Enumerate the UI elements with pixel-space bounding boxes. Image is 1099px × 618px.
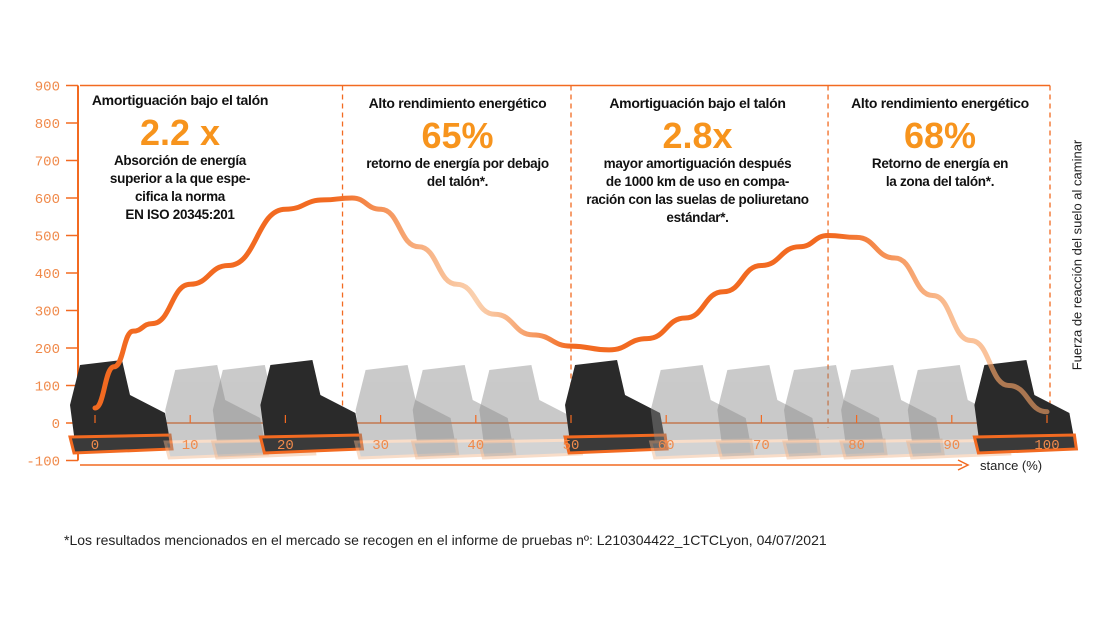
panel-heading: Amortiguación bajo el talón xyxy=(91,92,269,108)
panel-line: del talón*. xyxy=(426,174,489,189)
x-tick-label: 50 xyxy=(563,438,580,454)
boot-upper xyxy=(412,365,513,448)
boot-upper xyxy=(650,365,751,448)
boot-sole xyxy=(258,433,365,455)
boot-upper xyxy=(974,360,1075,443)
panel-2: Alto rendimiento energético 65% retorno … xyxy=(345,95,570,191)
boot-sole xyxy=(563,433,669,455)
footnote: *Los resultados mencionados en el mercad… xyxy=(64,532,827,548)
boot-sole xyxy=(715,438,822,460)
boot-ghost-image xyxy=(715,365,822,460)
y-tick-label: -100 xyxy=(26,455,60,471)
panel-line: ración con las suelas de poliuretano xyxy=(586,192,809,207)
y-tick-label: 0 xyxy=(52,417,60,433)
panel-line: superior a la que espe- xyxy=(109,171,251,186)
panel-value: 65% xyxy=(421,115,494,156)
boot-image xyxy=(258,360,365,455)
panel-value: 2.2 x xyxy=(139,112,221,153)
x-axis-label: stance (%) xyxy=(980,458,1043,473)
boot-sole xyxy=(68,433,174,455)
panel-heading: Alto rendimiento energético xyxy=(851,95,1029,111)
panel-line: de 1000 km de uso en compa- xyxy=(605,174,790,189)
panel-line: EN ISO 20345:201 xyxy=(125,207,235,222)
x-tick-label: 40 xyxy=(467,438,484,454)
x-tick-label: 0 xyxy=(91,438,99,454)
boot-upper xyxy=(165,365,266,448)
y-tick-label: 900 xyxy=(35,80,60,96)
boot-upper xyxy=(479,365,580,448)
panel-line: estándar*. xyxy=(666,210,729,225)
boot-upper xyxy=(70,360,170,443)
panel-heading: Amortiguación bajo el talón xyxy=(609,95,786,111)
y-tick-label: 800 xyxy=(35,117,60,133)
boot-ghost-image xyxy=(410,365,517,460)
boot-ghost-image xyxy=(353,365,460,460)
panel-1: Amortiguación bajo el talón 2.2 x Absorc… xyxy=(80,92,280,224)
boot-ghost-image xyxy=(839,365,945,460)
boot-sole xyxy=(839,438,945,460)
panel-line: mayor amortiguación después xyxy=(603,156,792,171)
panel-line: Absorción de energía xyxy=(113,153,247,168)
boot-upper xyxy=(355,365,456,448)
panel-3: Amortiguación bajo el talón 2.8x mayor a… xyxy=(575,95,820,227)
boot-ghost-image xyxy=(648,365,755,460)
panel-line: cifica la norma xyxy=(134,189,226,204)
boot-sole xyxy=(972,433,1079,455)
boot-upper xyxy=(841,365,942,448)
panel-value: 68% xyxy=(903,115,977,156)
panel-line: Retorno de energía en xyxy=(871,156,1009,171)
boot-image xyxy=(563,360,669,455)
boot-image xyxy=(972,360,1079,455)
y-tick-label: 200 xyxy=(35,342,60,358)
boot-sole xyxy=(477,438,584,460)
y-tick-label: 300 xyxy=(35,305,60,321)
panel-4: Alto rendimiento energético 68% Retorno … xyxy=(830,95,1050,191)
boot-sole xyxy=(648,438,755,460)
arrow-head-icon xyxy=(957,459,970,471)
boot-sole xyxy=(353,438,460,460)
boot-ghost-image xyxy=(782,365,888,460)
boot-sole xyxy=(410,438,517,460)
boot-upper xyxy=(260,360,361,443)
x-tick-label: 90 xyxy=(943,438,960,454)
panel-value: 2.8x xyxy=(662,115,733,156)
force-curve xyxy=(92,195,1050,415)
y-tick-label: 400 xyxy=(35,267,60,283)
panel-heading: Alto rendimiento energético xyxy=(368,95,547,111)
boot-upper xyxy=(784,365,884,448)
x-tick-label: 30 xyxy=(372,438,389,454)
x-tick-label: 100 xyxy=(1034,438,1059,454)
x-tick-label: 20 xyxy=(277,438,294,454)
x-tick-label: 70 xyxy=(753,438,770,454)
y-tick-label: 700 xyxy=(35,155,60,171)
panel-line: retorno de energía por debajo xyxy=(366,156,549,171)
boot-ghost-image xyxy=(477,365,584,460)
y-axis-label: Fuerza de reacción del suelo al caminar xyxy=(1069,139,1085,371)
y-tick-label: 600 xyxy=(35,192,60,208)
boot-upper xyxy=(717,365,818,448)
boot-sole xyxy=(782,438,888,460)
boot-image xyxy=(68,360,174,455)
y-tick-label: 100 xyxy=(35,380,60,396)
panel-line: la zona del talón*. xyxy=(885,174,995,189)
x-tick-label: 60 xyxy=(658,438,675,454)
y-tick-label: 500 xyxy=(35,230,60,246)
boot-upper xyxy=(565,360,666,443)
x-tick-label: 10 xyxy=(182,438,199,454)
x-tick-label: 80 xyxy=(848,438,865,454)
